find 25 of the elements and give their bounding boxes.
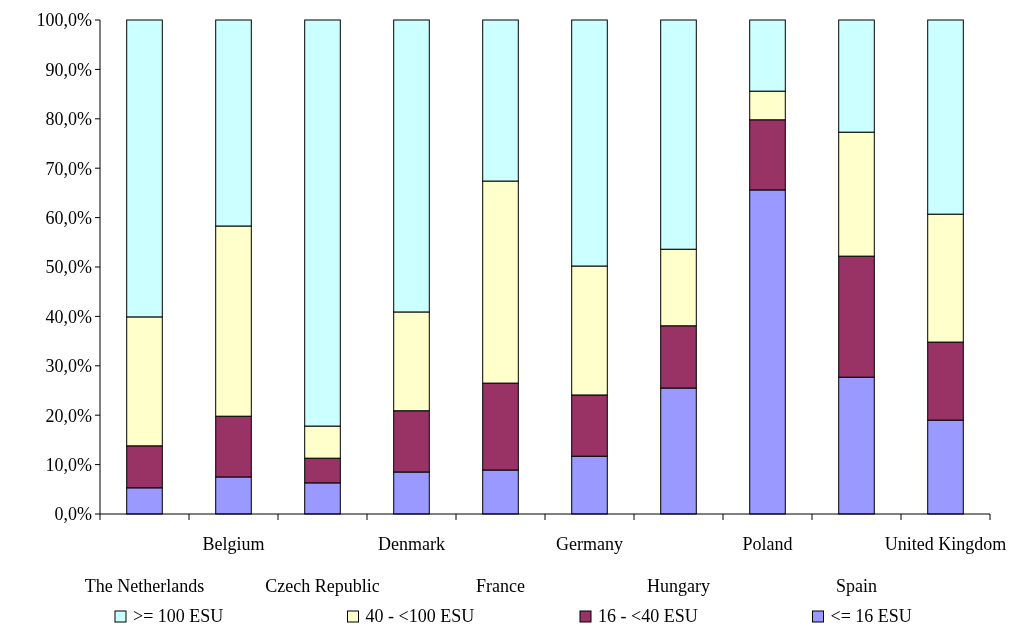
- y-tick-label: 30,0%: [45, 356, 92, 377]
- x-tick-label: Spain: [835, 576, 878, 596]
- x-tick-label: Denmark: [378, 534, 445, 554]
- x-tick-label: Hungary: [647, 576, 710, 596]
- y-tick-label: 50,0%: [45, 257, 92, 278]
- x-tick-label: Belgium: [202, 534, 265, 554]
- x-tick-label: Germany: [556, 534, 623, 554]
- y-tick-label: 20,0%: [45, 405, 92, 426]
- y-tick-label: 100,0%: [36, 10, 92, 31]
- y-tick-label: 0,0%: [54, 504, 92, 525]
- y-tick-label: 60,0%: [45, 207, 92, 228]
- x-tick-label: France: [476, 576, 525, 596]
- legend-label: <= 16 ESU: [830, 606, 912, 626]
- y-tick-label: 40,0%: [45, 306, 92, 327]
- legend-label: >= 100 ESU: [133, 606, 224, 626]
- legend-label: 16 - <40 ESU: [598, 606, 698, 626]
- x-tick-label: Czech Republic: [265, 576, 380, 596]
- y-tick-label: 70,0%: [45, 158, 92, 179]
- y-tick-label: 10,0%: [45, 454, 92, 475]
- legend-label: 40 - <100 ESU: [365, 606, 475, 626]
- x-tick-label: United Kingdom: [884, 534, 1007, 554]
- x-tick-label: Poland: [742, 534, 793, 554]
- y-tick-label: 80,0%: [45, 109, 92, 130]
- x-tick-label: The Netherlands: [84, 576, 205, 596]
- y-tick-label: 90,0%: [45, 59, 92, 80]
